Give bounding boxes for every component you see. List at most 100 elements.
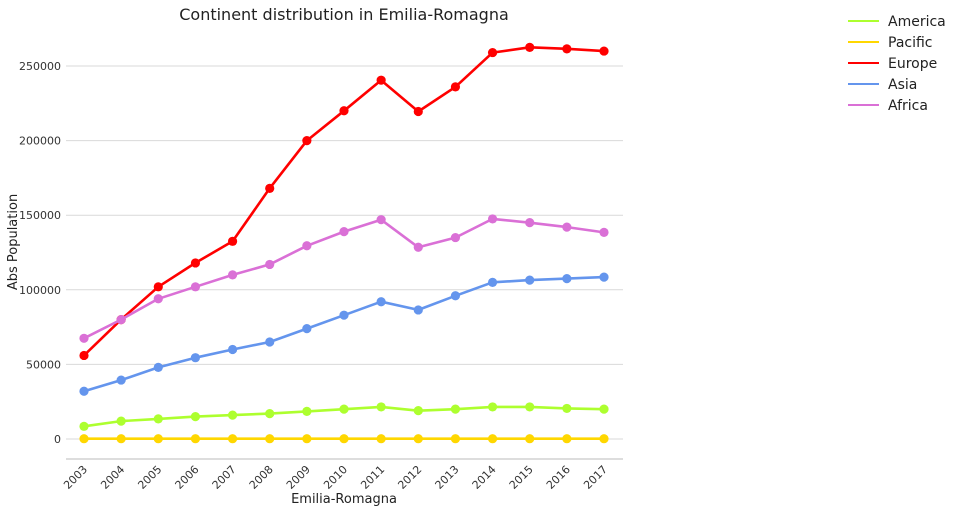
- x-tick-label: 2004: [98, 463, 127, 492]
- x-axis-label: Emilia-Romagna: [291, 492, 397, 507]
- data-point-europe: [562, 44, 572, 54]
- x-tick-label: 2016: [544, 463, 573, 492]
- data-point-america: [79, 421, 89, 431]
- data-point-asia: [79, 386, 89, 396]
- data-point-america: [562, 403, 572, 414]
- data-point-africa: [487, 214, 498, 224]
- data-point-asia: [525, 275, 535, 285]
- data-point-africa: [562, 222, 572, 232]
- series-america: [79, 402, 609, 431]
- data-point-america: [153, 414, 163, 424]
- x-tick-label: 2008: [247, 463, 276, 492]
- data-point-america: [599, 404, 609, 414]
- data-point-pacific: [265, 434, 275, 444]
- legend-item-europe[interactable]: Europe: [848, 56, 937, 72]
- series-pacific: [79, 434, 609, 444]
- data-point-africa: [153, 294, 163, 304]
- data-point-asia: [562, 274, 572, 284]
- data-point-europe: [413, 106, 423, 117]
- data-point-asia: [265, 337, 275, 347]
- series-line-europe: [83, 45, 605, 357]
- data-point-asia: [302, 323, 312, 334]
- x-tick-label: 2013: [433, 463, 462, 492]
- data-point-europe: [487, 47, 498, 58]
- data-point-africa: [302, 241, 312, 251]
- data-point-europe: [376, 75, 386, 85]
- data-point-africa: [525, 218, 535, 228]
- data-point-asia: [153, 362, 163, 372]
- y-tick-label: 0: [54, 433, 61, 446]
- y-tick-label: 250000: [19, 60, 61, 73]
- y-tick-label: 200000: [19, 135, 61, 148]
- data-point-europe: [153, 282, 163, 292]
- legend-item-pacific[interactable]: Pacific: [848, 35, 933, 51]
- data-point-pacific: [116, 434, 126, 444]
- data-point-europe: [525, 42, 535, 52]
- data-point-pacific: [79, 434, 89, 444]
- data-point-america: [413, 406, 423, 416]
- y-tick-label: 50000: [26, 358, 61, 371]
- x-tick-label: 2005: [135, 463, 164, 492]
- data-point-pacific: [525, 434, 535, 444]
- legend-label: Asia: [888, 77, 917, 93]
- chart-title: Continent distribution in Emilia-Romagna: [179, 5, 509, 24]
- data-point-asia: [413, 305, 423, 315]
- data-point-europe: [599, 46, 609, 56]
- data-point-asia: [190, 353, 201, 363]
- data-point-america: [302, 406, 312, 416]
- y-axis: 0 50000 100000 150000 200000 250000: [19, 60, 61, 446]
- legend[interactable]: America Pacific Europe Asia Africa: [848, 14, 946, 114]
- data-point-pacific: [376, 434, 386, 444]
- x-tick-label: 2014: [470, 463, 499, 492]
- data-point-america: [487, 402, 498, 412]
- data-point-africa: [265, 259, 275, 270]
- data-point-pacific: [302, 434, 312, 444]
- x-tick-label: 2010: [321, 463, 350, 492]
- data-point-pacific: [227, 434, 238, 444]
- series-line-asia: [83, 275, 605, 393]
- y-axis-label: Abs Population: [6, 194, 21, 290]
- data-point-asia: [599, 272, 609, 282]
- data-point-pacific: [153, 434, 163, 444]
- data-point-africa: [413, 242, 423, 252]
- data-point-europe: [265, 183, 275, 193]
- legend-item-africa[interactable]: Africa: [848, 98, 928, 114]
- data-point-europe: [190, 258, 201, 268]
- data-point-pacific: [339, 434, 349, 444]
- data-point-asia: [487, 277, 498, 287]
- data-point-europe: [450, 82, 461, 92]
- legend-label: Africa: [888, 98, 928, 114]
- data-point-europe: [339, 106, 349, 116]
- legend-item-asia[interactable]: Asia: [848, 77, 917, 93]
- data-point-america: [339, 404, 349, 414]
- legend-item-america[interactable]: America: [848, 14, 946, 30]
- x-axis: 2003 2004 2005 2006 2007 2008 2009 2010 2011 2012…: [61, 463, 610, 492]
- data-point-america: [376, 402, 386, 412]
- data-point-africa: [450, 232, 461, 243]
- legend-label: Europe: [888, 56, 937, 72]
- grid: [66, 65, 623, 440]
- data-point-africa: [376, 215, 386, 225]
- data-point-pacific: [413, 434, 423, 444]
- data-point-africa: [79, 333, 89, 343]
- x-tick-label: 2012: [395, 463, 424, 492]
- data-point-africa: [599, 227, 609, 237]
- data-point-asia: [450, 291, 461, 301]
- x-tick-label: 2003: [61, 463, 90, 492]
- data-point-america: [116, 416, 126, 426]
- x-tick-label: 2009: [284, 463, 313, 492]
- data-point-africa: [190, 282, 201, 292]
- data-point-asia: [116, 375, 126, 385]
- x-tick-label: 2006: [173, 463, 202, 492]
- data-point-africa: [116, 315, 126, 325]
- data-point-africa: [339, 227, 349, 237]
- x-tick-label: 2011: [358, 463, 387, 492]
- y-tick-label: 100000: [19, 284, 61, 297]
- data-point-europe: [79, 350, 89, 361]
- data-point-africa: [227, 270, 238, 280]
- data-point-europe: [302, 136, 312, 146]
- data-point-america: [450, 404, 461, 414]
- y-tick-label: 150000: [19, 209, 61, 222]
- data-point-asia: [227, 344, 238, 355]
